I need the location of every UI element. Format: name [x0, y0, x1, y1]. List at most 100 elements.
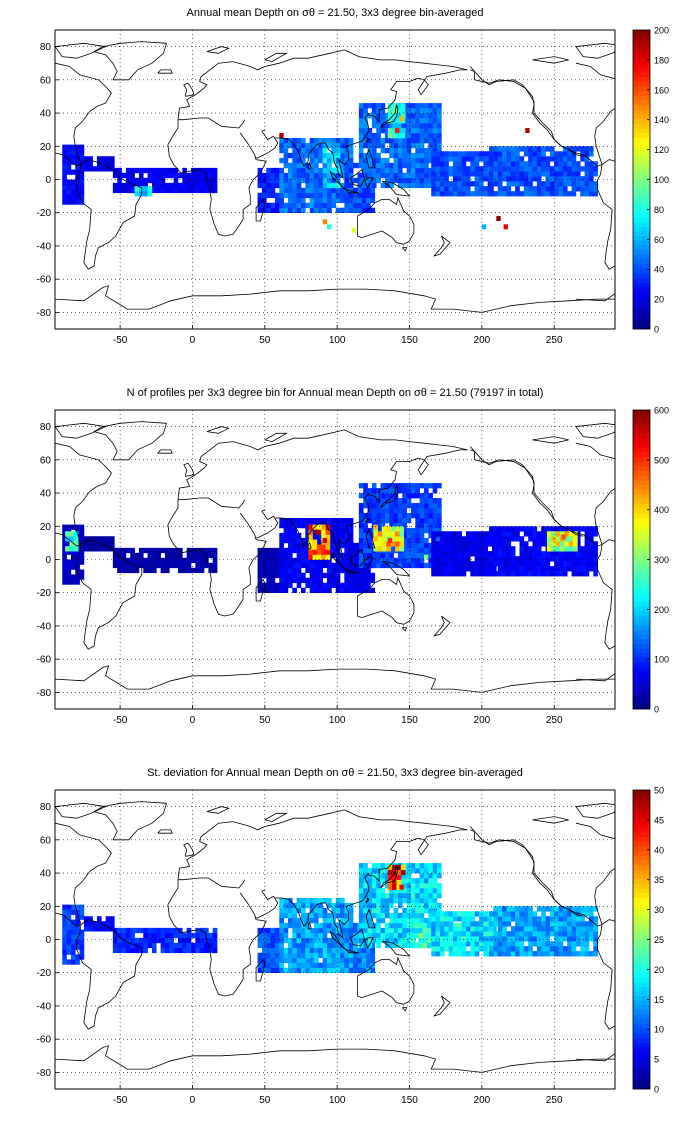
colorbar-step: [633, 1028, 650, 1034]
bin-cell: [584, 921, 590, 927]
bin-cell: [178, 927, 183, 934]
bin-cell: [62, 539, 67, 545]
bin-cell: [62, 554, 67, 560]
bin-cell: [309, 927, 315, 934]
bin-cell: [96, 166, 102, 172]
bin-cell: [283, 937, 289, 944]
bin-cell: [305, 187, 310, 194]
bin-cell: [545, 951, 551, 957]
coastline: [357, 576, 415, 625]
bin-cell: [380, 512, 386, 519]
bin-cell: [571, 176, 577, 182]
bin-cell: [419, 113, 425, 119]
bin-cell: [415, 503, 420, 509]
bin-cell: [380, 157, 386, 164]
bin-cell: [348, 922, 354, 929]
bin-cell: [419, 108, 425, 114]
bin-cell: [335, 537, 341, 544]
bin-cell: [506, 151, 512, 157]
bin-cell: [358, 103, 364, 109]
colorbar-step: [633, 676, 650, 682]
bin-cell: [389, 493, 394, 499]
bin-cell: [489, 531, 494, 537]
bin-cell: [366, 197, 371, 204]
bin-cell: [75, 169, 80, 175]
bin-cell: [344, 182, 350, 189]
colorbar-step: [633, 456, 650, 462]
bin-cell: [444, 151, 449, 157]
bin-cell: [380, 128, 386, 134]
bin-cell: [327, 582, 332, 589]
bin-cell: [541, 556, 546, 562]
bin-cell: [287, 167, 293, 174]
bin-cell: [457, 181, 462, 187]
bin-cell: [437, 132, 442, 139]
bin-cell: [287, 182, 293, 189]
bin-cell: [279, 942, 284, 949]
bin-cell: [66, 564, 72, 570]
bin-cell: [173, 177, 179, 184]
bin-cell: [340, 147, 345, 154]
bin-cell: [390, 531, 396, 537]
bin-cell: [439, 171, 445, 177]
bin-cell: [418, 927, 423, 934]
bin-cell: [331, 532, 337, 539]
bin-cell: [164, 932, 170, 939]
y-tick-label: 60: [40, 75, 52, 86]
bin-cell: [386, 546, 392, 552]
bin-cell: [66, 199, 72, 205]
bin-cell: [541, 541, 546, 547]
bin-cell: [502, 941, 507, 947]
bin-cell: [257, 942, 263, 949]
bin-cell: [444, 181, 449, 187]
bin-cell: [340, 897, 345, 904]
bin-cell: [151, 562, 157, 569]
bin-cell: [571, 161, 577, 167]
bin-cell: [489, 551, 494, 557]
bin-cell: [519, 906, 525, 912]
bin-cell: [66, 924, 72, 930]
bin-cell: [151, 547, 157, 554]
bin-cell: [125, 562, 131, 569]
bin-cell: [344, 907, 350, 914]
bin-cell: [493, 561, 499, 567]
coastline: [93, 801, 167, 841]
bin-cell: [296, 902, 302, 909]
bin-cell: [70, 559, 76, 565]
bin-cell: [121, 182, 127, 189]
bin-cell: [402, 532, 407, 539]
bin-cell: [384, 902, 390, 909]
bin-cell: [287, 542, 293, 549]
bin-cell: [410, 912, 416, 919]
bin-cell: [409, 937, 415, 944]
bin-cell: [532, 151, 538, 157]
bin-cell: [287, 962, 293, 969]
bin-cell: [423, 522, 429, 529]
bin-cell: [439, 151, 445, 157]
bin-cell: [545, 176, 551, 182]
bin-cell: [428, 542, 433, 549]
colorbar-step: [633, 132, 650, 138]
bin-cell: [266, 587, 271, 594]
bin-cell: [182, 172, 187, 179]
bin-cell: [199, 562, 205, 569]
bin-cell: [545, 171, 551, 177]
bin-cell: [444, 916, 449, 922]
bin-cell: [435, 181, 441, 187]
bin-cell: [363, 527, 368, 534]
bin-cell: [199, 942, 205, 949]
bin-cell: [322, 897, 328, 904]
bin-cell: [70, 149, 76, 155]
bin-cell: [358, 522, 364, 529]
bin-cell: [465, 561, 471, 567]
bin-cell: [380, 892, 386, 899]
bin-cell: [261, 562, 267, 569]
bin-cell: [314, 157, 319, 164]
colorbar-tick-label: 0: [654, 1085, 659, 1095]
bin-cell: [410, 878, 416, 884]
bin-cell: [105, 536, 111, 542]
bin-cell: [363, 863, 368, 869]
bin-cell: [580, 946, 585, 952]
bin-cell: [117, 562, 122, 569]
bin-cell: [318, 932, 323, 939]
